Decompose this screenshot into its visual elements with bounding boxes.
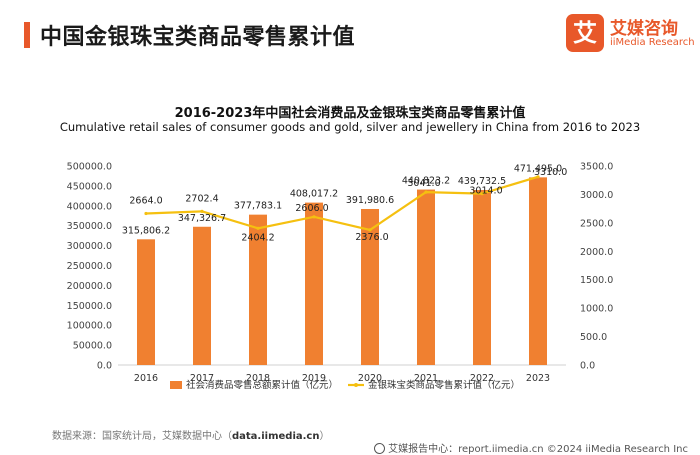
bar-data-label: 391,980.6 (346, 195, 394, 206)
footer-credit-text: 艾媒报告中心：report.iimedia.cn ©2024 iiMedia R… (388, 444, 688, 455)
legend-bar-label: 社会消费品零售总额累计值（亿元） (186, 379, 338, 391)
y-right-tick-label: 0.0 (580, 361, 595, 372)
y-left-tick-label: 200000.0 (67, 281, 112, 292)
line-data-label: 2376.0 (355, 232, 388, 243)
chart-title: 2016-2023年中国社会消费品及金银珠宝类商品零售累计值 (174, 106, 526, 121)
source-prefix: 数据来源：国家统计局，艾媒数据中心（ (52, 431, 232, 442)
y-right-tick-label: 3500.0 (580, 162, 613, 173)
bar-data-label: 440,823.2 (402, 176, 450, 187)
legend-line-label: 金银珠宝类商品零售累计值（亿元） (368, 379, 520, 391)
line-point-2018 (256, 226, 260, 230)
legend-bar-swatch (170, 381, 182, 389)
line-data-label: 2702.4 (185, 193, 218, 204)
y-left-tick-label: 250000.0 (67, 261, 112, 272)
line-data-label: 2606.0 (295, 203, 328, 214)
bar-data-label: 408,017.2 (290, 189, 338, 200)
y-right-tick-label: 2500.0 (580, 218, 613, 229)
bar-2017 (193, 226, 211, 365)
x-tick-label: 2023 (526, 373, 550, 384)
line-point-2016 (144, 211, 148, 216)
y-left-tick-label: 100000.0 (67, 321, 112, 332)
bar-data-label: 439,732.5 (458, 176, 506, 187)
gold-jewellery-line (145, 175, 539, 232)
bar-2021 (417, 189, 435, 365)
line-point-2022 (480, 192, 484, 196)
bar-2016 (137, 239, 155, 365)
y-right-tick-label: 2000.0 (580, 247, 613, 258)
x-tick-label: 2022 (470, 373, 494, 384)
y-left-tick-label: 500000.0 (67, 162, 112, 173)
y-left-tick-label: 300000.0 (67, 241, 112, 252)
chart-subtitle: Cumulative retail sales of consumer good… (59, 120, 641, 134)
x-tick-label: 2020 (358, 373, 382, 384)
line-point-2020 (368, 228, 372, 232)
y-right-tick-label: 3000.0 (580, 190, 613, 201)
line-data-label: 3041.0 (407, 178, 440, 189)
page-title: 中国金银珠宝类商品零售累计值 (40, 25, 356, 50)
line-data-label: 3014.0 (469, 186, 502, 197)
bar-data-label: 471,495.0 (514, 163, 562, 174)
x-tick-label: 2018 (246, 373, 270, 384)
y-left-tick-label: 50000.0 (73, 341, 112, 352)
bar-data-label: 377,783.1 (234, 201, 282, 212)
y-right-tick-label: 1500.0 (580, 275, 613, 286)
y-left-tick-label: 450000.0 (67, 181, 112, 192)
y-left-tick-label: 350000.0 (67, 221, 112, 232)
bar-data-label: 347,326.7 (178, 213, 226, 224)
header-accent-bar (24, 22, 30, 48)
x-tick-label: 2016 (134, 373, 158, 384)
line-data-label: 3310.0 (534, 167, 567, 178)
x-tick-label: 2019 (302, 373, 326, 384)
source-site-link[interactable]: data.iimedia.cn (232, 431, 320, 442)
bar-data-label: 315,806.2 (122, 225, 170, 236)
line-point-2017 (200, 209, 204, 213)
bar-2018 (249, 214, 267, 365)
y-right-tick-label: 500.0 (580, 332, 607, 343)
logo-name-cn: 艾媒咨询 (610, 19, 678, 39)
legend-line-marker (354, 383, 358, 387)
bar-2020 (361, 208, 379, 365)
bar-2022 (473, 189, 491, 365)
source-suffix: ） (319, 431, 330, 442)
y-left-tick-label: 400000.0 (67, 201, 112, 212)
x-tick-label: 2017 (190, 373, 214, 384)
line-point-2021 (424, 190, 428, 194)
bar-2023 (529, 177, 547, 365)
report-center-icon (374, 443, 386, 454)
y-right-tick-label: 1000.0 (580, 304, 613, 315)
y-left-tick-label: 0.0 (97, 361, 112, 372)
brand-logo: 艾 艾媒咨询 iiMedia Research (566, 14, 695, 56)
footer-credit: 艾媒报告中心：report.iimedia.cn ©2024 iiMedia R… (374, 440, 688, 455)
x-tick-label: 2021 (414, 373, 438, 384)
line-point-2019 (312, 215, 316, 219)
bar-2019 (305, 202, 323, 365)
line-point-2023 (536, 175, 540, 179)
y-left-tick-label: 150000.0 (67, 301, 112, 312)
logo-icon: 艾 (566, 14, 604, 52)
data-source: 数据来源：国家统计局，艾媒数据中心（data.iimedia.cn） (52, 427, 329, 442)
line-data-label: 2664.0 (129, 196, 162, 207)
logo-name-en: iiMedia Research (610, 37, 695, 48)
line-data-label: 2404.2 (241, 232, 274, 243)
